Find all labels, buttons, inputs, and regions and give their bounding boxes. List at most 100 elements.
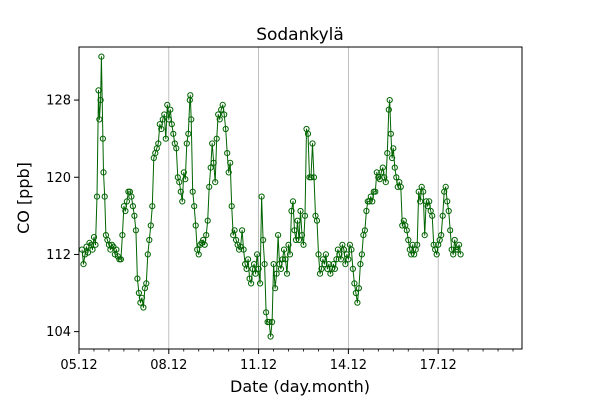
data-point: [224, 150, 231, 157]
data-point: [322, 251, 329, 258]
data-point: [188, 116, 195, 123]
data-point: [357, 261, 364, 268]
series-layer: [78, 53, 464, 340]
data-point: [295, 236, 303, 244]
data-point: [158, 125, 165, 133]
data-point: [183, 140, 190, 147]
data-point: [89, 246, 96, 253]
data-point: [239, 227, 246, 234]
data-point: [204, 217, 211, 224]
plot-frame: [78, 46, 523, 350]
data-point: [266, 318, 273, 326]
data-point: [261, 261, 268, 268]
data-point: [176, 179, 183, 186]
data-point: [98, 53, 105, 60]
data-point: [207, 164, 214, 171]
data-point: [254, 251, 261, 258]
data-point: [132, 227, 139, 234]
data-point: [318, 265, 325, 272]
data-point: [255, 265, 262, 272]
data-point: [286, 251, 294, 258]
data-point: [245, 256, 252, 263]
data-point: [180, 169, 187, 176]
data-point: [185, 130, 192, 137]
data-point: [331, 265, 338, 272]
data-point: [219, 101, 226, 109]
x-tick-label-1: 08.12: [150, 358, 187, 373]
data-point: [236, 246, 243, 253]
data-point: [252, 270, 259, 277]
data-point: [340, 246, 347, 253]
data-point: [221, 111, 228, 118]
data-point: [349, 265, 356, 272]
data-point: [433, 251, 440, 258]
vertical-grid-lines: [168, 47, 439, 349]
y-tick-label-3: 128: [46, 94, 71, 109]
data-point: [289, 198, 297, 205]
data-point: [445, 207, 452, 215]
data-point: [155, 140, 162, 147]
data-point: [351, 280, 358, 287]
data-point: [354, 299, 361, 306]
data-point: [283, 270, 291, 277]
data-point: [389, 154, 396, 162]
data-point: [227, 159, 234, 166]
x-tick-label-3: 14.12: [330, 358, 367, 373]
data-point: [337, 256, 344, 263]
data-point: [297, 207, 304, 215]
data-point: [277, 265, 285, 272]
data-point: [260, 236, 267, 244]
data-point: [222, 125, 229, 133]
data-point: [279, 256, 286, 263]
data-point: [390, 145, 397, 152]
x-tick-label-0: 05.12: [60, 358, 97, 373]
data-point: [212, 179, 219, 186]
data-point: [282, 256, 289, 263]
data-point: [164, 101, 171, 109]
data-point: [195, 251, 202, 258]
data-point: [203, 232, 210, 239]
y-tick-label-1: 112: [46, 248, 71, 263]
data-point: [405, 236, 412, 244]
data-point: [301, 212, 309, 219]
data-point: [355, 285, 362, 292]
data-point: [269, 318, 276, 326]
data-point: [257, 280, 264, 287]
data-point: [213, 135, 220, 142]
data-point: [342, 261, 349, 268]
data-point: [417, 198, 424, 205]
data-point: [135, 289, 142, 297]
data-point: [161, 111, 168, 118]
data-point: [307, 174, 315, 181]
data-point: [189, 188, 196, 195]
data-point: [162, 135, 169, 142]
data-point: [457, 251, 464, 258]
x-axis-ticks: 05.12 08.12 11.12 14.12 17.12: [60, 349, 514, 373]
data-point: [415, 188, 422, 195]
data-point: [397, 183, 404, 190]
data-point: [313, 217, 321, 224]
data-point: [280, 246, 288, 253]
data-point: [251, 261, 258, 268]
chart-title: Sodankylä: [256, 25, 344, 45]
data-point: [442, 183, 449, 190]
data-point: [93, 193, 101, 200]
data-point: [384, 150, 391, 157]
data-point: [382, 179, 389, 186]
data-point: [363, 207, 370, 215]
data-point: [101, 193, 108, 200]
data-point: [177, 188, 184, 195]
data-point: [96, 116, 103, 123]
data-point: [170, 130, 177, 137]
data-point: [228, 203, 235, 210]
data-point: [325, 261, 332, 268]
data-point: [225, 169, 232, 176]
data-point: [408, 251, 415, 258]
data-point: [84, 249, 92, 256]
data-point: [231, 227, 238, 234]
data-point: [149, 203, 156, 210]
data-point: [206, 183, 213, 190]
data-point: [300, 241, 307, 248]
data-point: [182, 176, 189, 183]
